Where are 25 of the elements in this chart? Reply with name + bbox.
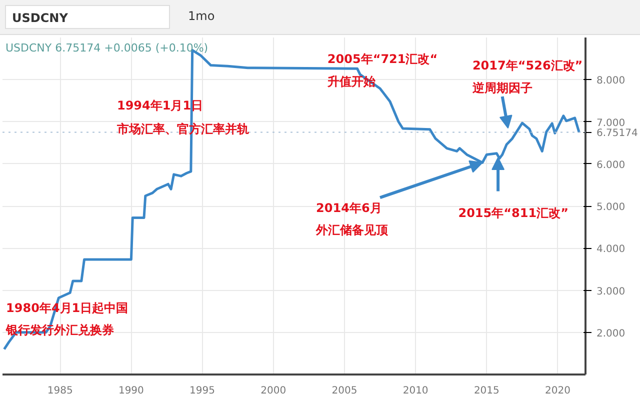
annotation: 2005年“721汇改“ <box>327 52 438 66</box>
x-tick-label: 2010 <box>402 386 428 396</box>
annotation: 外汇储备见顶 <box>315 222 390 237</box>
x-tick-label: 1985 <box>47 386 73 396</box>
y-tick-label: 7.000 <box>596 118 626 129</box>
x-tick-label: 2015 <box>474 386 500 396</box>
x-tick-label: 2000 <box>260 386 286 396</box>
y-tick-label: 3.000 <box>596 286 626 298</box>
x-tick-label: 1990 <box>118 386 144 396</box>
x-tick-label: 1995 <box>190 386 216 396</box>
y-tick-label: 2.000 <box>596 328 626 340</box>
ref-line-label: 6.75174 <box>596 128 638 140</box>
y-tick-label: 5.000 <box>596 202 626 213</box>
annotation: 2015年“811汇改” <box>458 206 568 220</box>
chart-subtitle: USDCNY 6.75174 +0.0065 (+0.10%) <box>6 42 208 54</box>
x-tick-label: 2020 <box>545 386 570 396</box>
annotation: 2017年“526汇改” <box>472 58 583 73</box>
text: 1mo <box>188 8 215 26</box>
chart-title: USDCNY <box>5 5 170 29</box>
y-tick-label: 8.000 <box>596 76 626 87</box>
annotation: 2014年6月 <box>316 200 382 215</box>
annotation: 逆周期因子 <box>471 80 532 95</box>
y-tick-label: 4.000 <box>596 244 626 256</box>
y-tick-label: 6.000 <box>596 160 626 171</box>
x-tick-label: 2005 <box>332 386 358 396</box>
